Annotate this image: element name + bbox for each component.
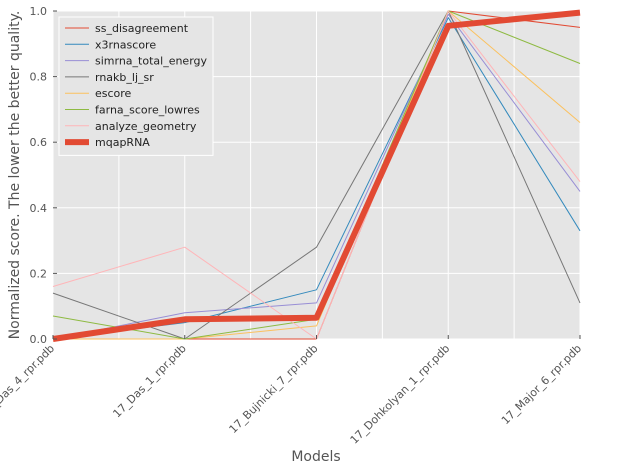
x-tick-label: 17_Dohkolyan_1_rpr.pdb [348, 342, 453, 447]
y-tick-label: 0.2 [30, 267, 48, 280]
x-tick-label: 17_Das_4_rpr.pdb [0, 342, 57, 420]
series-line-mqaprna [52, 9, 581, 342]
legend-label: rnakb_lj_sr [95, 71, 154, 84]
legend-label: farna_score_lowres [95, 104, 200, 117]
legend-label: ss_disagreement [95, 22, 189, 35]
legend-box [58, 16, 214, 156]
series-line-escore [53, 10, 581, 340]
y-tick-label: 0.8 [30, 71, 48, 84]
legend-label: x3rnascore [95, 38, 156, 51]
y-tick-label: 0.6 [30, 136, 48, 149]
y-tick-label: 1.0 [30, 5, 48, 18]
y-tick-label: 0.0 [30, 333, 48, 346]
x-axis-title: Models [291, 449, 340, 465]
legend-label: escore [95, 87, 132, 100]
x-tick-label: 17_Major_6_rpr.pdb [499, 342, 584, 427]
legend-label: analyze_geometry [95, 120, 197, 133]
y-tick-label: 0.4 [30, 202, 48, 215]
x-tick-label: 17_Bujnicki_7_rpr.pdb [227, 342, 321, 436]
series-line-simrna-total-energy [52, 13, 581, 340]
legend-label: mqapRNA [95, 136, 150, 149]
y-axis-title: Normalized score. The lower the better q… [7, 11, 23, 340]
x-tick-label: 17_Das_1_rpr.pdb [110, 342, 188, 420]
legend-label: simrna_total_energy [95, 55, 208, 68]
